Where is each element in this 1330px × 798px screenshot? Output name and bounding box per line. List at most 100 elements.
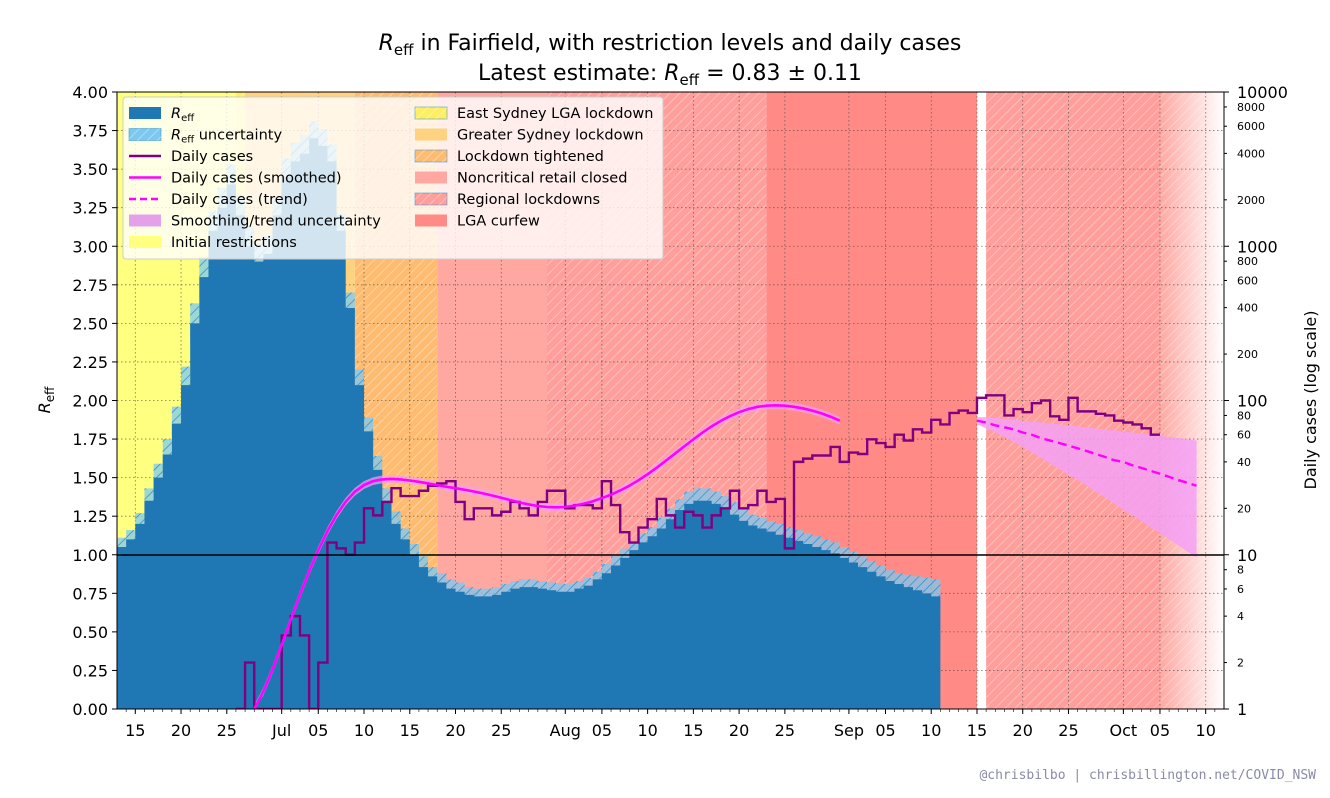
- y-tick-label: 1.75: [72, 430, 108, 449]
- y-tick-label: 3.00: [72, 237, 108, 256]
- legend: Reff Reff uncertainty Daily cases Daily cas…: [122, 96, 664, 260]
- legend-swatch-noncritical-retail-closed: [415, 171, 447, 184]
- legend-hatch-r-uncertainty: [129, 128, 161, 141]
- x-tick-label: 15: [967, 721, 987, 740]
- y2-minor-tick-label: 800: [1237, 255, 1258, 268]
- legend-label-r: Reff: [171, 106, 195, 124]
- x-tick-label: 10: [354, 721, 374, 740]
- legend-label-lga-curfew: LGA curfew: [457, 214, 540, 230]
- y2-minor-tick-label: 400: [1237, 302, 1258, 315]
- y-tick-label: 2.50: [72, 314, 108, 333]
- legend-label-east-sydney-lga-lockdown: East Sydney LGA lockdown: [457, 106, 653, 122]
- x-tick-label: 10: [637, 721, 657, 740]
- y-tick-label: 1.00: [72, 546, 108, 565]
- x-tick-label: 10: [921, 721, 941, 740]
- legend-label-initial-restrictions: Initial restrictions: [171, 235, 297, 251]
- legend-label-regional-lockdowns: Regional lockdowns: [457, 192, 600, 208]
- x-tick-label: Jul: [271, 721, 291, 740]
- y-axis-label: Reff: [35, 386, 57, 414]
- x-tick-label: 25: [217, 721, 237, 740]
- reff-area: [117, 138, 941, 709]
- legend-label-daily-cases: Daily cases: [171, 149, 253, 165]
- legend-label-greater-sydney-lockdown: Greater Sydney lockdown: [457, 128, 644, 144]
- y2-minor-tick-label: 200: [1237, 348, 1258, 361]
- x-tick-label: 10: [1196, 721, 1216, 740]
- x-tick-label: 05: [1150, 721, 1170, 740]
- y-tick-label: 0.75: [72, 584, 108, 603]
- y-tick-label: 3.25: [72, 199, 108, 218]
- y2-minor-tick-label: 20: [1237, 502, 1251, 515]
- trend-uncertainty-band: [976, 417, 1197, 558]
- legend-label-lockdown-tightened: Lockdown tightened: [457, 149, 604, 165]
- x-tick-label: Aug: [550, 721, 581, 740]
- daily-cases-line: [235, 394, 1160, 709]
- x-tick-label: 20: [171, 721, 191, 740]
- y2-minor-tick-label: 4000: [1237, 147, 1265, 160]
- y2-minor-tick-label: 40: [1237, 456, 1251, 469]
- y2-minor-tick-label: 6000: [1237, 120, 1265, 133]
- chart-subtitle: Latest estimate: Reff = 0.83 ± 0.11: [478, 61, 862, 89]
- x-tick-label: 15: [683, 721, 703, 740]
- y-tick-label: 0.00: [72, 700, 108, 719]
- legend-swatch-smoothing-trend-uncertainty: [129, 214, 161, 227]
- y2-tick-label: 100: [1237, 392, 1268, 411]
- y-tick-label: 2.25: [72, 353, 108, 372]
- x-tick-label: 25: [775, 721, 795, 740]
- reff-layer: [117, 121, 941, 709]
- x-tick-label: 25: [491, 721, 511, 740]
- y2-minor-tick-label: 4: [1237, 610, 1244, 623]
- y-tick-label: 4.00: [72, 83, 108, 102]
- y2-minor-tick-label: 80: [1237, 409, 1251, 422]
- x-tick-label: 05: [592, 721, 612, 740]
- y2-minor-tick-label: 2: [1237, 657, 1244, 670]
- x-tick-label: 20: [1013, 721, 1033, 740]
- legend-hatch-lockdown-tightened: [415, 150, 447, 162]
- y2-minor-tick-label: 6: [1237, 583, 1244, 596]
- y2-tick-label: 1000: [1237, 237, 1278, 256]
- legend-hatch-east-sydney-lga-lockdown: [415, 107, 447, 119]
- cases-layer: [235, 394, 1197, 709]
- y2-minor-tick-label: 600: [1237, 274, 1258, 287]
- x-tick-label: 15: [400, 721, 420, 740]
- y2-minor-tick-label: 8000: [1237, 101, 1265, 114]
- y-tick-label: 0.50: [72, 623, 108, 642]
- y2-tick-label: 10000: [1237, 83, 1288, 102]
- y2-minor-tick-label: 2000: [1237, 194, 1265, 207]
- x-tick-label: 20: [729, 721, 749, 740]
- x-tick-label: 05: [308, 721, 328, 740]
- x-tick-label: 25: [1058, 721, 1078, 740]
- legend-label-r-uncertainty: Reff uncertainty: [171, 128, 282, 146]
- y-tick-label: 3.75: [72, 122, 108, 141]
- y2-tick-label: 10: [1237, 546, 1257, 565]
- y2-minor-tick-label: 60: [1237, 429, 1251, 442]
- x-tick-label: Oct: [1110, 721, 1138, 740]
- y-tick-label: 3.50: [72, 160, 108, 179]
- y2-minor-tick-label: 8: [1237, 564, 1244, 577]
- axes: 0.00 0.25 0.50 0.75 1.00 1.25 1.50 1.75 2.00 2.25…: [72, 83, 1288, 740]
- legend-swatch-initial-restrictions: [129, 236, 161, 248]
- legend-swatch-r: [129, 107, 161, 119]
- legend-label-daily-cases-trend: Daily cases (trend): [171, 192, 308, 208]
- trend-cases-line: [976, 419, 1197, 487]
- legend-label-daily-cases-smoothed: Daily cases (smoothed): [171, 171, 342, 187]
- chart-title: Reff in Fairfield, with restriction leve…: [379, 31, 962, 59]
- legend-box: [122, 96, 664, 260]
- y-tick-label: 1.50: [72, 469, 108, 488]
- legend-swatch-greater-sydney-lockdown: [415, 128, 447, 141]
- legend-hatch-regional-lockdowns: [415, 193, 447, 205]
- y-tick-label: 1.25: [72, 507, 108, 526]
- y2-tick-label: 1: [1237, 700, 1247, 719]
- y-tick-label: 2.00: [72, 392, 108, 411]
- legend-swatch-lga-curfew: [415, 214, 447, 227]
- credit-text: @chrisbilbo | chrisbillington.net/COVID_…: [979, 768, 1316, 783]
- x-tick-label: 20: [445, 721, 465, 740]
- y-tick-label: 0.25: [72, 661, 108, 680]
- legend-label-noncritical-retail-closed: Noncritical retail closed: [457, 171, 627, 187]
- legend-label-smoothing-trend-uncertainty: Smoothing/trend uncertainty: [171, 214, 381, 230]
- x-tick-label: Sep: [834, 721, 864, 740]
- smoothed-cases-line: [253, 404, 841, 709]
- y-tick-label: 2.75: [72, 276, 108, 295]
- x-tick-label: 15: [125, 721, 145, 740]
- x-tick-label: 05: [875, 721, 895, 740]
